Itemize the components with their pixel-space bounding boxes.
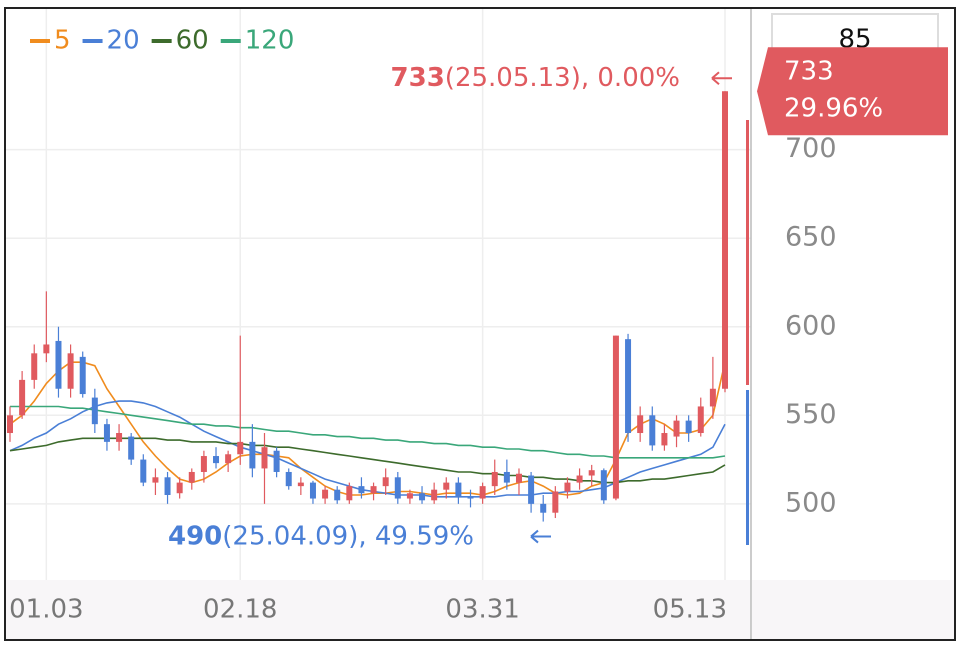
candle-body (600, 470, 607, 501)
candle-body (164, 477, 171, 495)
low-annotation-value: 490 (168, 521, 222, 551)
legend-label: 20 (107, 26, 140, 56)
x-tick-label: 01.03 (9, 595, 83, 625)
candle-body (322, 489, 329, 499)
y-tick-label: 500 (785, 487, 837, 518)
frame (4, 7, 956, 641)
legend-label: 5 (54, 26, 71, 56)
high-annotation-value: 733 (391, 63, 445, 93)
candle-body (55, 340, 62, 389)
side-bar-up (746, 120, 749, 385)
legend-label: 60 (176, 26, 209, 56)
grid: 500 550 600 650 700 01.03 02.18 03.31 05.13 (5, 8, 837, 625)
candle-body (176, 482, 183, 494)
candle-body (697, 406, 704, 434)
high-annotation-text: (25.05.13), 0.00% (445, 63, 680, 93)
side-bar-down (746, 390, 749, 545)
candle-body (406, 493, 413, 499)
candle-body (382, 477, 389, 487)
low-annotation: 490(25.04.09), 49.59% (168, 521, 474, 551)
x-tick-label: 03.31 (445, 595, 519, 625)
low-annotation-text: (25.04.09), 49.59% (222, 521, 474, 551)
candle-body (140, 459, 147, 483)
candle-body (91, 397, 98, 425)
candle-body (67, 353, 74, 389)
candle-body (685, 420, 692, 434)
candle-body (576, 475, 583, 483)
candle-body (346, 486, 353, 501)
candle-body (673, 420, 680, 437)
legend-label: 120 (245, 26, 295, 56)
candle-body (491, 471, 498, 487)
candles (7, 91, 728, 522)
candle-body (19, 379, 26, 416)
candle-body (443, 482, 450, 490)
price-tag-value: 733 (784, 57, 834, 87)
arrow-icon (530, 529, 551, 544)
candle-body (625, 339, 632, 434)
candle-body (358, 486, 365, 494)
candle-body (515, 473, 522, 483)
candle-body (370, 486, 377, 494)
candle-body (79, 356, 86, 395)
x-axis-band (5, 580, 751, 640)
x-tick-label: 05.13 (653, 595, 727, 625)
legend: 5 20 60 120 (30, 26, 294, 56)
candle-body (552, 491, 559, 513)
candle-body (31, 353, 38, 380)
candle-body (273, 450, 280, 472)
candle-body (152, 477, 159, 483)
candle-body (455, 482, 462, 497)
candle-body (309, 482, 316, 499)
arrow-icon (711, 71, 732, 85)
candle-body (188, 471, 195, 483)
candle-body (588, 470, 595, 476)
candle-body (43, 344, 50, 354)
candle-body (431, 489, 438, 501)
candle-body (649, 415, 656, 446)
candle-body (237, 441, 244, 455)
candle-body (7, 415, 13, 434)
candle-body (479, 486, 486, 499)
candle-body (503, 471, 510, 483)
candle-body (540, 503, 547, 513)
candle-body (419, 493, 426, 501)
ma-line (10, 405, 726, 459)
overlay: 733(25.05.13), 0.00%490(25.04.09), 49.59… (168, 47, 948, 551)
candle-body (661, 433, 668, 446)
candle-body (612, 335, 619, 499)
candle-body (528, 475, 535, 504)
price-tag-change: 29.96% (784, 94, 883, 124)
candle-body (709, 388, 716, 407)
candle-body (261, 447, 268, 469)
candle-body (225, 454, 232, 464)
candle-body (249, 441, 256, 469)
candle-body (116, 433, 123, 442)
x-tick-label: 02.18 (203, 595, 277, 625)
candle-body (394, 477, 401, 499)
candle-body (103, 424, 110, 442)
y-tick-label: 700 (785, 133, 837, 164)
candle-body (637, 415, 644, 434)
corner-band (752, 580, 955, 640)
candle-body (297, 482, 304, 487)
candle-body (564, 482, 571, 492)
y-tick-label: 650 (785, 222, 837, 253)
candle-body (285, 471, 292, 487)
high-annotation: 733(25.05.13), 0.00% (391, 63, 680, 93)
candle-body (334, 489, 341, 501)
y-tick-label: 550 (785, 399, 837, 430)
candle-body (213, 456, 220, 464)
candle-body (200, 456, 207, 472)
y-tick-label: 600 (785, 310, 837, 341)
candle-body (722, 91, 728, 389)
candle-body (467, 496, 474, 499)
candle-body (128, 436, 135, 460)
price-tag (757, 47, 948, 136)
